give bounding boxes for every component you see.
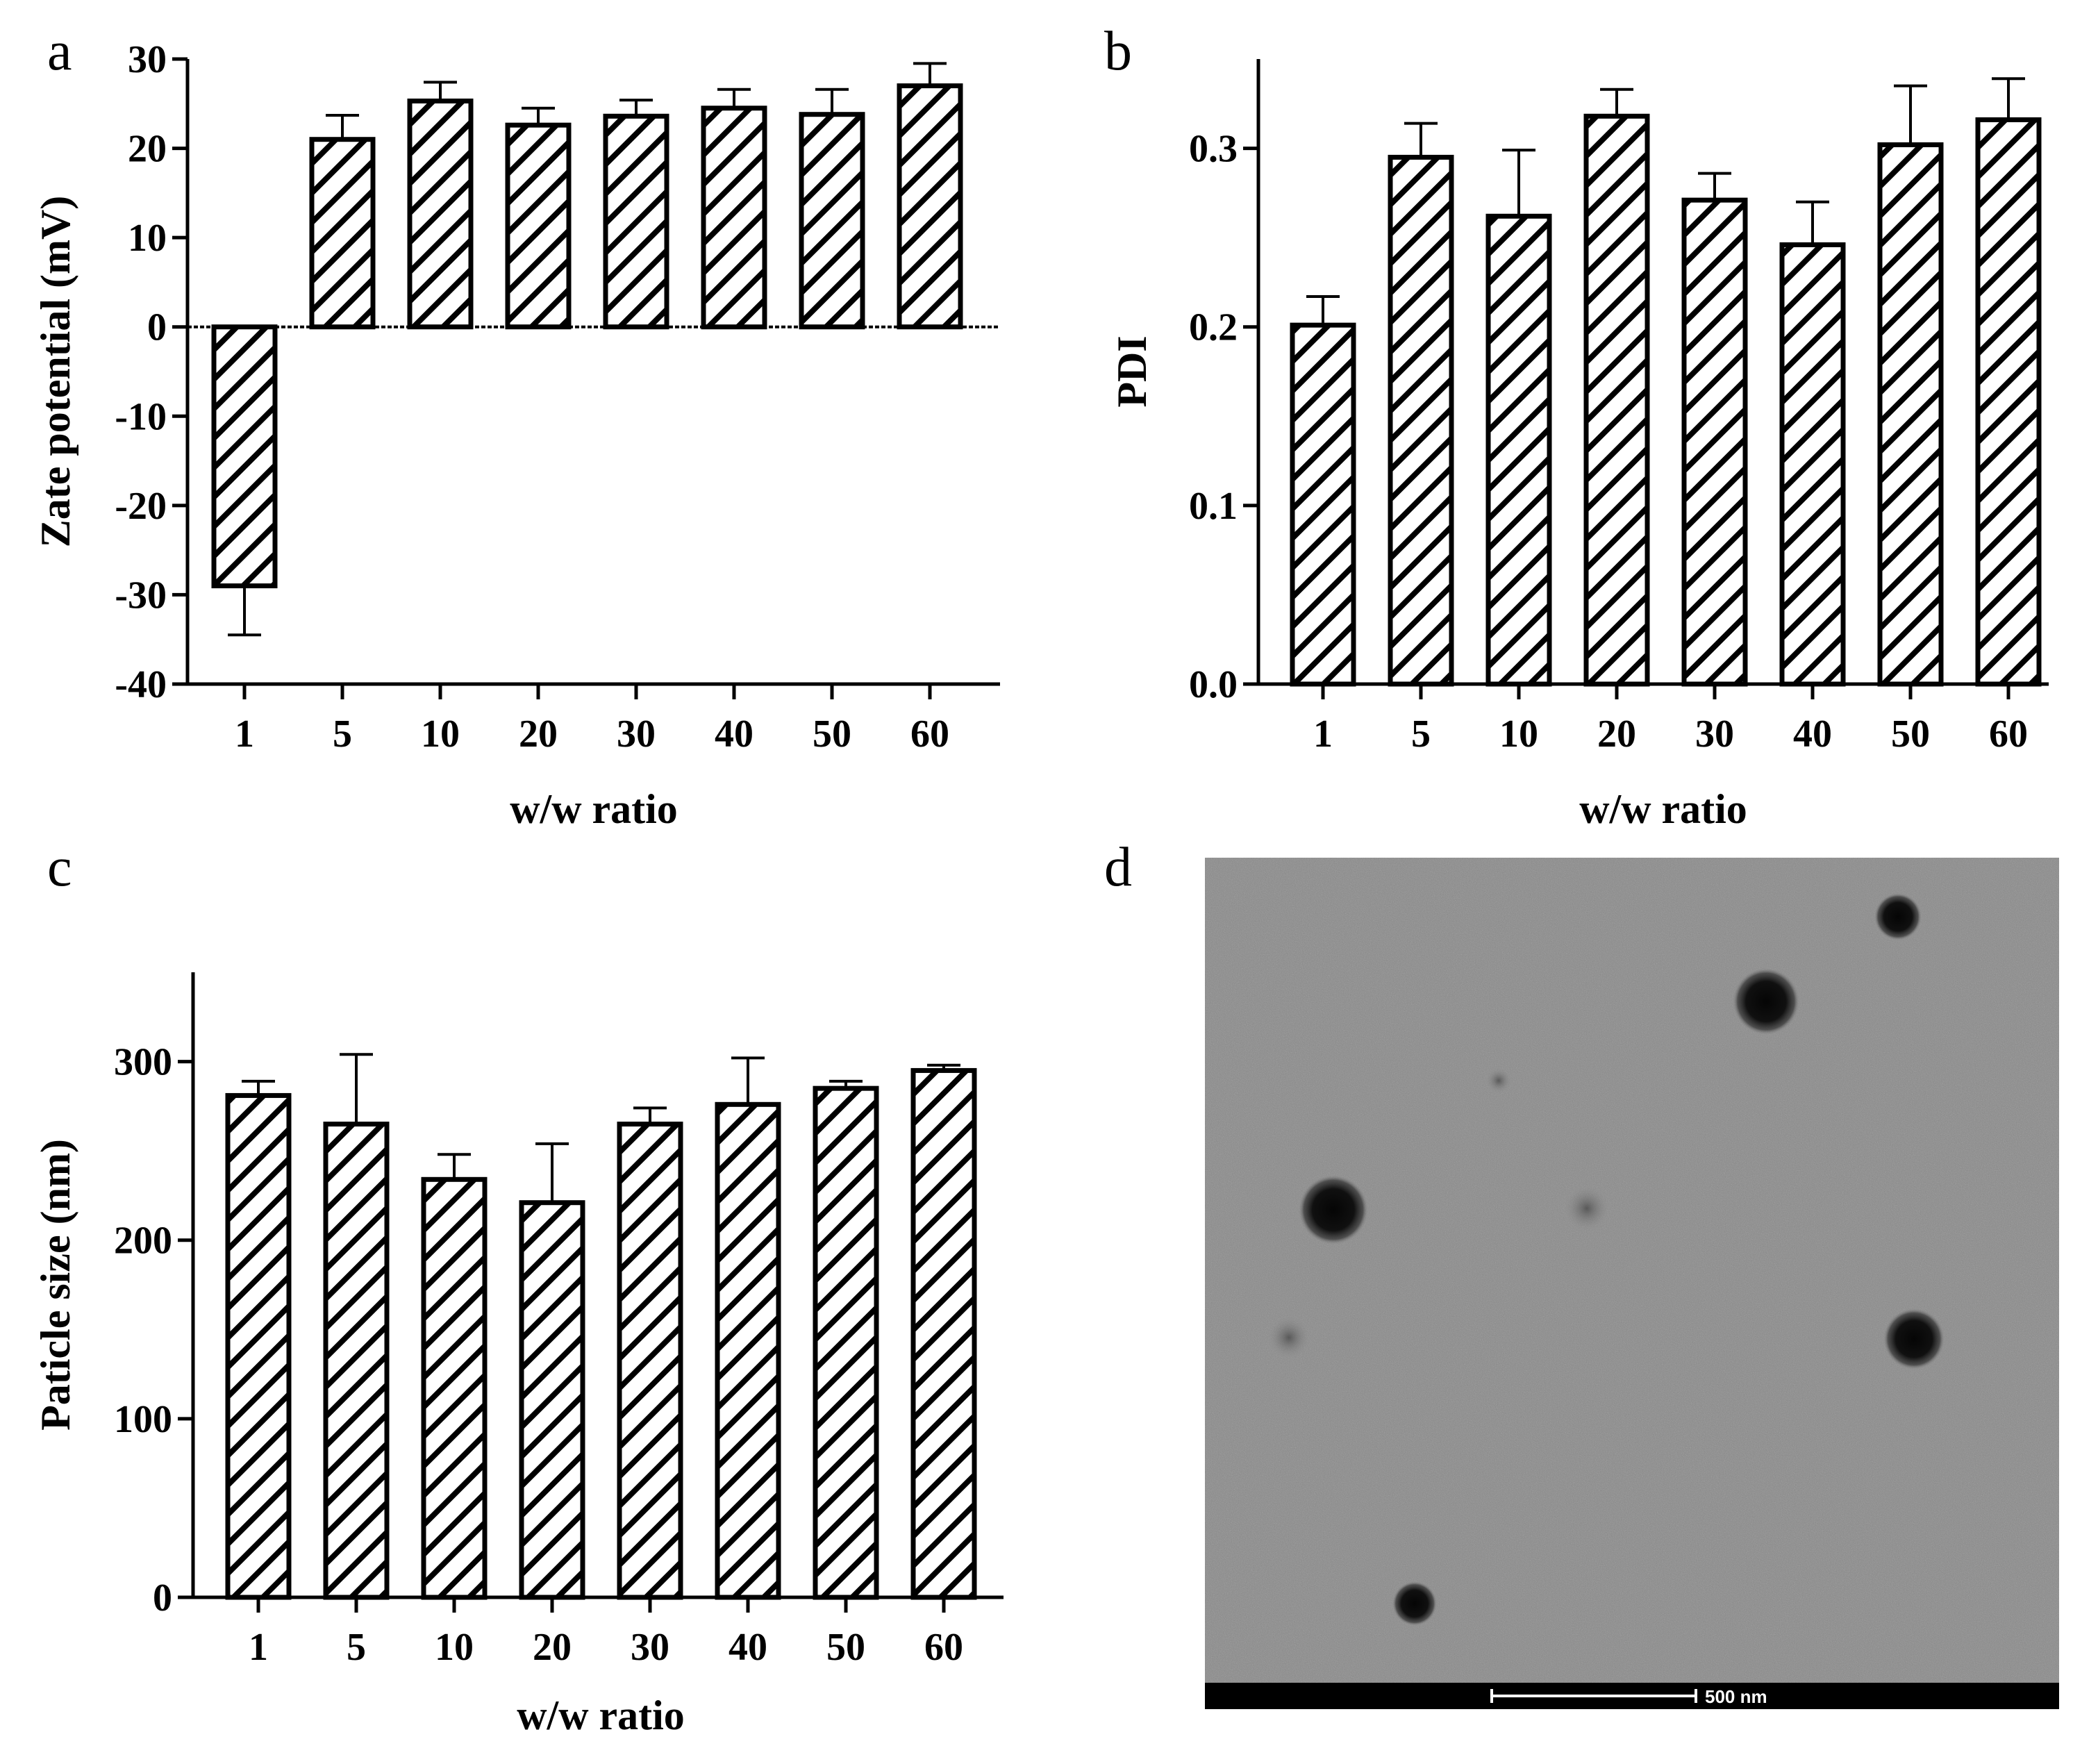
x-axis-title: w/w ratio <box>510 786 678 832</box>
y-tick-label: -20 <box>115 485 167 528</box>
x-tick-label: 30 <box>631 1626 669 1669</box>
tem-micrograph-panel: d 500 nm <box>1104 837 2059 1709</box>
y-tick-label: 0 <box>153 1576 172 1620</box>
nanoparticles <box>1268 893 1945 1626</box>
x-tick-label: 50 <box>826 1626 865 1669</box>
x-tick-label: 50 <box>813 713 851 756</box>
bar <box>701 106 767 330</box>
x-tick-label: 10 <box>435 1626 474 1669</box>
panel-letter-c: c <box>47 837 72 898</box>
bar <box>407 98 474 330</box>
y-tick-label: 100 <box>114 1398 172 1441</box>
bar <box>505 122 572 330</box>
x-tick-label: 40 <box>715 713 754 756</box>
y-tick-label: -30 <box>115 574 167 617</box>
x-tick-label: 30 <box>617 713 656 756</box>
bar <box>1681 197 1748 687</box>
x-tick-label: 1 <box>1313 713 1333 756</box>
bar <box>225 1092 292 1600</box>
bar <box>1583 113 1650 687</box>
x-tick-label: 10 <box>1499 713 1538 756</box>
x-tick-label: 60 <box>1989 713 2028 756</box>
bar <box>323 1122 390 1600</box>
bar <box>603 113 669 330</box>
y-tick-label: 0.2 <box>1189 306 1238 349</box>
micrograph-grain <box>1205 858 2059 1683</box>
y-tick-label: 20 <box>128 128 167 171</box>
bar <box>799 112 865 330</box>
bar <box>1290 322 1356 687</box>
x-tick-label: 1 <box>235 713 254 756</box>
nanoparticle <box>1392 1581 1437 1626</box>
x-axis-title: w/w ratio <box>517 1692 685 1738</box>
scale-bar <box>1490 1689 1697 1703</box>
y-tick-label: 0.1 <box>1189 485 1238 528</box>
x-tick-label: 30 <box>1695 713 1734 756</box>
nanoparticle <box>1299 1175 1368 1245</box>
bar <box>910 1067 977 1600</box>
bar <box>1779 242 1846 687</box>
pdi-chart: b 0.3 0.2 0.1 0.0 1 5 10 20 30 40 50 60 w/w ratio PDI <box>1104 21 2049 832</box>
panel-letter-a: a <box>47 21 72 82</box>
x-tick-label: 40 <box>729 1626 767 1669</box>
x-axis-title: w/w ratio <box>1579 786 1747 832</box>
x-tick-label: 20 <box>1597 713 1636 756</box>
y-tick-label: 0 <box>147 306 167 349</box>
bar <box>617 1122 683 1600</box>
y-tick-label: 0.0 <box>1189 663 1238 706</box>
y-axis-title: Paticle size (nm) <box>33 1139 78 1431</box>
bar <box>421 1176 488 1600</box>
x-tick-label: 10 <box>421 713 460 756</box>
x-tick-label: 60 <box>924 1626 963 1669</box>
x-tick-label: 1 <box>249 1626 268 1669</box>
bar <box>715 1101 781 1600</box>
x-tick-label: 50 <box>1891 713 1930 756</box>
nanoparticle <box>1883 1308 1945 1370</box>
y-axis-title: Zate potential (mV) <box>33 196 78 548</box>
y-tick-label: 200 <box>114 1220 172 1263</box>
bar <box>1975 117 2042 687</box>
bar <box>1388 154 1454 687</box>
x-tick-label: 40 <box>1793 713 1832 756</box>
x-tick-label: 5 <box>347 1626 366 1669</box>
panel-letter-b: b <box>1104 21 1132 82</box>
scale-bar-label: 500 nm <box>1705 1686 1767 1707</box>
y-tick-label: 300 <box>114 1041 172 1084</box>
bar <box>813 1085 879 1600</box>
y-tick-label: -10 <box>115 395 167 438</box>
bar <box>519 1200 585 1600</box>
bar <box>211 324 278 589</box>
faint-particle <box>1268 1317 1310 1358</box>
x-tick-label: 5 <box>333 713 352 756</box>
y-axis-title: PDI <box>1109 335 1155 407</box>
y-tick-label: -40 <box>115 663 167 706</box>
nanoparticle <box>1733 968 1799 1035</box>
x-tick-label: 5 <box>1411 713 1431 756</box>
faint-particle <box>1486 1068 1511 1093</box>
bar <box>897 83 963 330</box>
particle-size-chart: c 300 200 100 0 1 5 10 20 30 40 50 60 w/w ratio Patic… <box>33 837 1004 1738</box>
nanoparticle <box>1874 893 1922 940</box>
y-tick-label: 30 <box>128 38 167 81</box>
y-tick-label: 0.3 <box>1189 128 1238 171</box>
x-tick-label: 60 <box>910 713 949 756</box>
bar <box>1877 142 1944 687</box>
zeta-potential-chart: a 30 20 10 0 -10 -20 -30 -40 1 5 10 20 30 40 50 60 w/w r… <box>33 21 1000 832</box>
bar <box>309 137 376 330</box>
x-tick-label: 20 <box>533 1626 572 1669</box>
panel-letter-d: d <box>1104 837 1132 898</box>
bar <box>1485 213 1552 687</box>
y-tick-label: 10 <box>128 217 167 260</box>
faint-particle <box>1565 1186 1609 1231</box>
x-tick-label: 20 <box>519 713 558 756</box>
